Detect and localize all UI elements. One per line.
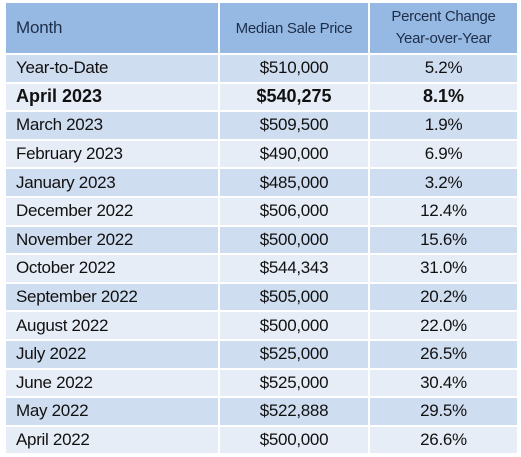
cell-month: November 2022 <box>6 226 220 256</box>
cell-percent-change: 31.0% <box>370 255 517 284</box>
cell-percent-change: 22.0% <box>370 312 517 341</box>
table-row: September 2022 $505,000 20.2% <box>6 283 517 313</box>
cell-percent-change: 30.4% <box>370 369 517 399</box>
table-row: December 2022 $506,000 12.4% <box>6 197 517 227</box>
cell-median-sale-price: $500,000 <box>220 226 370 256</box>
cell-percent-change: 26.5% <box>370 340 517 370</box>
table-row: November 2022 $500,000 15.6% <box>6 226 517 256</box>
table-row: June 2022 $525,000 30.4% <box>6 369 517 399</box>
cell-month: April 2023 <box>6 83 220 113</box>
cell-month: April 2022 <box>6 426 220 456</box>
table-row: October 2022 $544,343 31.0% <box>6 255 517 284</box>
cell-percent-change: 29.5% <box>370 398 517 427</box>
cell-month: January 2023 <box>6 169 220 198</box>
cell-percent-change: 12.4% <box>370 197 517 227</box>
cell-median-sale-price: $506,000 <box>220 197 370 227</box>
cell-month: October 2022 <box>6 255 220 284</box>
cell-percent-change: 6.9% <box>370 140 517 170</box>
cell-month: September 2022 <box>6 283 220 313</box>
table-row: January 2023 $485,000 3.2% <box>6 169 517 198</box>
header-median-sale-price: Median Sale Price <box>220 3 370 55</box>
cell-month: May 2022 <box>6 398 220 427</box>
cell-month: August 2022 <box>6 312 220 341</box>
cell-median-sale-price: $500,000 <box>220 426 370 456</box>
header-percent-change: Percent Change Year-over-Year <box>370 3 517 55</box>
table-row: July 2022 $525,000 26.5% <box>6 340 517 370</box>
cell-median-sale-price: $540,275 <box>220 83 370 113</box>
table-row: August 2022 $500,000 22.0% <box>6 312 517 341</box>
cell-percent-change: 3.2% <box>370 169 517 198</box>
cell-month: July 2022 <box>6 340 220 370</box>
cell-month: June 2022 <box>6 369 220 399</box>
median-price-table-container: Month Median Sale Price Percent Change Y… <box>6 3 517 456</box>
table-header-row: Month Median Sale Price Percent Change Y… <box>6 3 517 55</box>
cell-percent-change: 15.6% <box>370 226 517 256</box>
cell-median-sale-price: $525,000 <box>220 340 370 370</box>
cell-median-sale-price: $500,000 <box>220 312 370 341</box>
cell-median-sale-price: $490,000 <box>220 140 370 170</box>
cell-percent-change: 26.6% <box>370 426 517 456</box>
cell-median-sale-price: $525,000 <box>220 369 370 399</box>
header-percent-change-line2: Year-over-Year <box>395 30 492 47</box>
cell-month: February 2023 <box>6 140 220 170</box>
cell-percent-change: 20.2% <box>370 283 517 313</box>
cell-median-sale-price: $485,000 <box>220 169 370 198</box>
cell-month: December 2022 <box>6 197 220 227</box>
cell-percent-change: 5.2% <box>370 55 517 84</box>
header-month: Month <box>6 3 220 55</box>
header-percent-change-line1: Percent Change <box>391 8 496 25</box>
table-row: May 2022 $522,888 29.5% <box>6 398 517 427</box>
cell-month: Year-to-Date <box>6 55 220 84</box>
cell-median-sale-price: $510,000 <box>220 55 370 84</box>
cell-median-sale-price: $509,500 <box>220 112 370 141</box>
table-row: April 2022 $500,000 26.6% <box>6 426 517 456</box>
table-body: Year-to-Date $510,000 5.2% April 2023 $540,2… <box>6 55 517 456</box>
cell-month: March 2023 <box>6 112 220 141</box>
table-row: Year-to-Date $510,000 5.2% <box>6 55 517 84</box>
cell-percent-change: 1.9% <box>370 112 517 141</box>
cell-percent-change: 8.1% <box>370 83 517 113</box>
table-row: April 2023 $540,275 8.1% <box>6 83 517 113</box>
cell-median-sale-price: $544,343 <box>220 255 370 284</box>
table-row: March 2023 $509,500 1.9% <box>6 112 517 141</box>
cell-median-sale-price: $505,000 <box>220 283 370 313</box>
cell-median-sale-price: $522,888 <box>220 398 370 427</box>
table-row: February 2023 $490,000 6.9% <box>6 140 517 170</box>
median-price-table: Month Median Sale Price Percent Change Y… <box>6 3 517 456</box>
